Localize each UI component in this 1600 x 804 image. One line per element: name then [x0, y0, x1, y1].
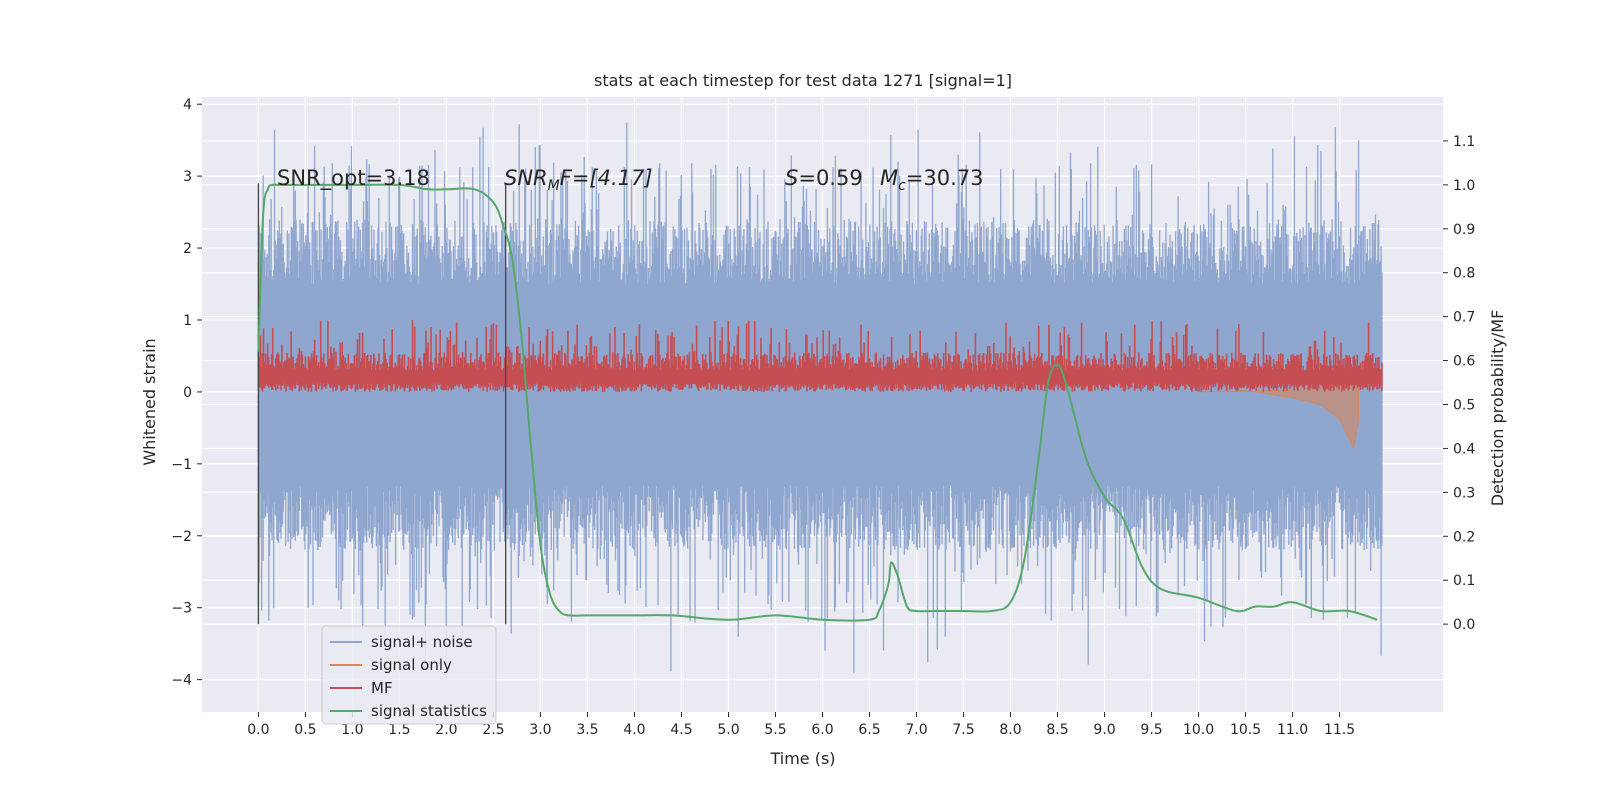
y-left-tick-label: 3 — [183, 169, 192, 185]
x-tick-label: 5.5 — [764, 722, 786, 738]
annotations: SNR_opt=3.18 SNRMF=[4.17] S=0.59 Mc=30.7… — [277, 166, 984, 194]
data-layer — [257, 122, 1383, 679]
x-tick-label: 11.0 — [1277, 722, 1308, 738]
y-axis-label-right: Detection probability/MF — [1488, 310, 1507, 507]
legend-mf-label: MF — [371, 679, 393, 697]
y-right-tick-label: 0.1 — [1453, 573, 1475, 589]
y-right-tick-label: 0.4 — [1453, 441, 1475, 457]
x-tick-label: 1.5 — [388, 722, 410, 738]
annotation-mc-value: =30.73 — [906, 166, 984, 190]
x-tick-label: 0.0 — [247, 722, 269, 738]
annotation-spin: S=0.59 — [785, 166, 863, 190]
y-left-tick-label: 2 — [183, 241, 192, 257]
annotation-chirp-mass: Mc=30.73 — [880, 166, 984, 194]
x-axis-label: Time (s) — [769, 749, 835, 768]
legend-signal-noise-label: signal+ noise — [371, 633, 473, 651]
legend-box — [321, 625, 497, 725]
legend: signal+ noise signal only MF signal statist… — [321, 625, 497, 725]
annotation-spin-value: =0.59 — [798, 166, 862, 190]
x-tick-label: 2.5 — [482, 722, 504, 738]
x-tick-label: 10.0 — [1183, 722, 1214, 738]
x-tick-label: 9.5 — [1140, 722, 1162, 738]
x-tick-label: 6.5 — [858, 722, 880, 738]
y-right-tick-label: 0.9 — [1453, 222, 1475, 238]
y-right-tick-label: 0.7 — [1453, 310, 1475, 326]
y-left-tick-label: −4 — [171, 673, 192, 689]
legend-signal-statistics-label: signal statistics — [371, 702, 487, 720]
x-tick-label: 6.0 — [811, 722, 833, 738]
y-left-tick-label: −1 — [171, 457, 192, 473]
y-axis-label-left: Whitened strain — [140, 338, 159, 465]
legend-signal-only-label: signal only — [371, 656, 452, 674]
x-tick-label: 3.5 — [576, 722, 598, 738]
x-tick-label: 11.5 — [1324, 722, 1355, 738]
y-right-tick-label: 0.0 — [1453, 617, 1475, 633]
x-tick-label: 0.5 — [294, 722, 316, 738]
series-signal-only — [1198, 371, 1359, 450]
y-left-tick-label: −2 — [171, 529, 192, 545]
y-right-tick-label: 0.2 — [1453, 529, 1475, 545]
annotation-mc-symbol: M — [880, 166, 898, 190]
y-right-tick-label: 0.6 — [1453, 354, 1475, 370]
annotation-snr-mf-subscript: M — [548, 178, 560, 194]
x-tick-label: 7.5 — [952, 722, 974, 738]
x-tick-label: 10.5 — [1230, 722, 1261, 738]
x-tick-label: 5.0 — [717, 722, 739, 738]
y-left-tick-label: −3 — [171, 601, 192, 617]
x-tick-label: 9.0 — [1093, 722, 1115, 738]
x-tick-label: 7.0 — [905, 722, 927, 738]
series-signal-statistics — [257, 183, 1378, 622]
chart-title: stats at each timestep for test data 127… — [594, 71, 1012, 90]
annotation-snr-mf-symbol: SNR — [504, 166, 548, 190]
y-right-tick-label: 0.5 — [1453, 398, 1475, 414]
y-right-tick-label: 0.8 — [1453, 266, 1475, 282]
x-tick-label: 3.0 — [529, 722, 551, 738]
x-tick-label: 8.5 — [1046, 722, 1068, 738]
y-right-tick-label: 1.0 — [1453, 178, 1475, 194]
y-left-tick-label: 1 — [183, 313, 192, 329]
legend-entries: signal+ noise signal only MF signal statist… — [330, 633, 487, 720]
axes: 0.0 0.5 1.0 1.5 2.0 2.5 3.0 3.5 4.0 4.5 5.0 5.5 6.0 6… — [171, 97, 1475, 738]
y-right-tick-label: 0.3 — [1453, 485, 1475, 501]
annotation-snr-mf-value: F=[4.17] — [560, 166, 653, 190]
annotation-snr-opt: SNR_opt=3.18 — [277, 166, 430, 191]
y-left-tick-label: 0 — [183, 385, 192, 401]
x-tick-label: 4.0 — [623, 722, 645, 738]
y-left-tick-label: 4 — [183, 97, 192, 113]
annotation-mc-subscript: c — [898, 178, 906, 194]
x-tick-label: 2.0 — [435, 722, 457, 738]
x-tick-label: 1.0 — [341, 722, 363, 738]
annotation-snr-mf: SNRMF=[4.17] — [504, 166, 653, 194]
y-right-tick-label: 1.1 — [1453, 134, 1475, 150]
x-tick-label: 8.0 — [999, 722, 1021, 738]
x-tick-label: 4.5 — [670, 722, 692, 738]
annotation-spin-symbol: S — [785, 166, 798, 190]
